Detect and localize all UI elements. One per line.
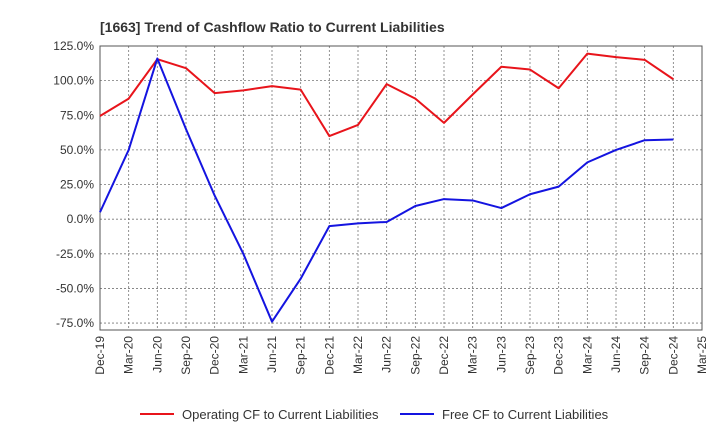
y-tick-label: 0.0%: [67, 212, 95, 226]
x-tick-label: Dec-22: [437, 336, 451, 375]
series-line-1: [99, 52, 674, 138]
legend: Operating CF to Current Liabilities Free …: [140, 407, 609, 422]
y-tick-label: -75.0%: [56, 316, 94, 330]
y-tick-label: -25.0%: [56, 247, 94, 261]
legend-label-1: Operating CF to Current Liabilities: [182, 407, 379, 422]
chart-title: [1663] Trend of Cashflow Ratio to Curren…: [100, 19, 445, 35]
x-tick-label: Mar-21: [236, 336, 250, 374]
y-tick-label: 50.0%: [60, 143, 94, 157]
x-tick-label: Jun-21: [265, 336, 279, 373]
legend-label-2: Free CF to Current Liabilities: [442, 407, 609, 422]
y-tick-label: 25.0%: [60, 178, 94, 192]
x-tick-label: Mar-24: [580, 336, 594, 374]
y-tick-label: -50.0%: [56, 281, 94, 295]
x-tick-label: Jun-24: [609, 336, 623, 373]
x-tick-label: Sep-20: [179, 336, 193, 375]
plot-frame: [99, 45, 703, 331]
x-tick-label: Mar-23: [466, 336, 480, 374]
x-tick-label: Dec-23: [552, 336, 566, 375]
x-tick-label: Mar-25: [695, 336, 709, 374]
x-tick-label: Sep-24: [638, 336, 652, 375]
y-axis: 125.0% 100.0% 75.0% 50.0% 25.0% 0.0% -25.0% -50…: [53, 39, 94, 330]
y-tick-label: 125.0%: [53, 39, 94, 53]
x-tick-label: Dec-20: [208, 336, 222, 375]
x-tick-label: Mar-20: [122, 336, 136, 374]
x-tick-label: Jun-23: [494, 336, 508, 373]
x-tick-label: Jun-20: [150, 336, 164, 373]
x-tick-label: Jun-22: [380, 336, 394, 373]
grid-lines: [99, 45, 703, 330]
y-tick-label: 75.0%: [60, 108, 94, 122]
series-line-2: [99, 57, 674, 323]
x-tick-label: Sep-21: [294, 336, 308, 375]
x-tick-label: Mar-22: [351, 336, 365, 374]
x-tick-label: Dec-24: [666, 336, 680, 375]
x-tick-label: Sep-22: [408, 336, 422, 375]
y-tick-label: 100.0%: [53, 74, 94, 88]
x-tick-label: Dec-21: [322, 336, 336, 375]
series-lines: [99, 52, 674, 323]
x-tick-label: Sep-23: [523, 336, 537, 375]
x-tick-label: Dec-19: [93, 336, 107, 375]
x-axis: Dec-19 Mar-20 Jun-20 Sep-20 Dec-20 Mar-21 Jun-…: [93, 336, 709, 375]
